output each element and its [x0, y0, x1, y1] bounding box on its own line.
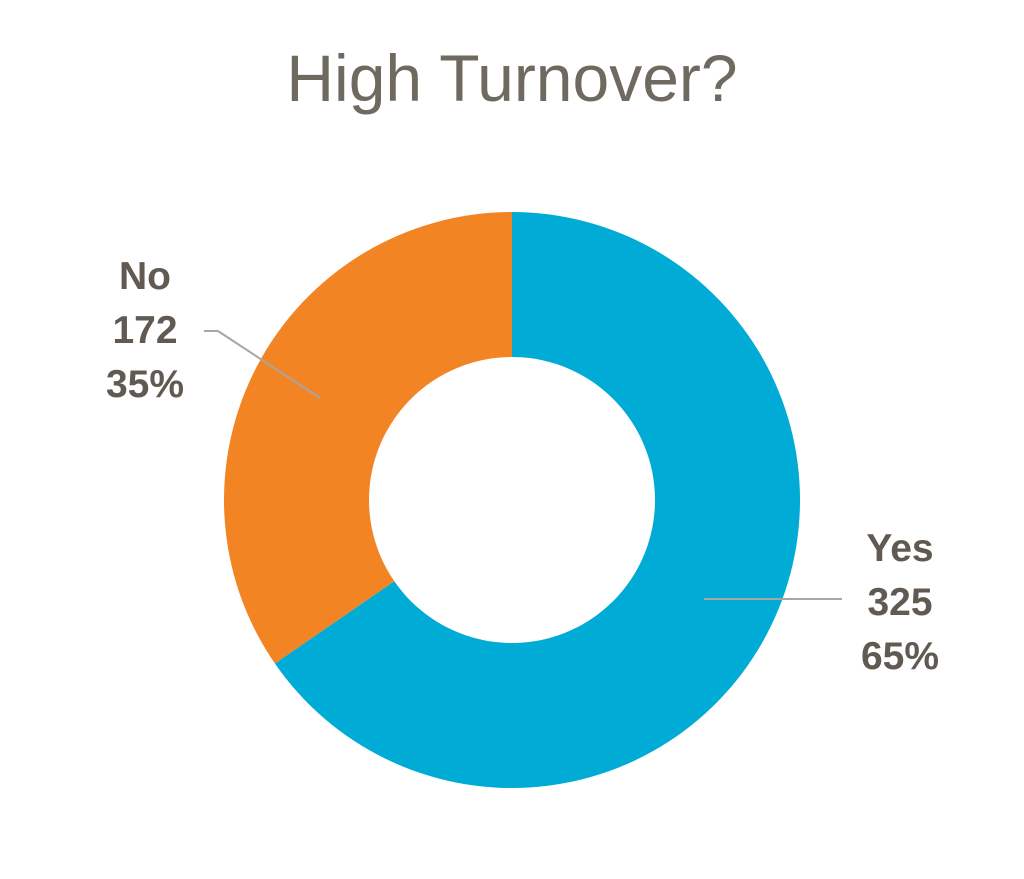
data-label-yes-value: 325 — [867, 581, 933, 624]
data-label-yes-name: Yes — [866, 527, 934, 570]
slice-yes — [274, 212, 800, 788]
data-label-no-value: 172 — [112, 309, 178, 352]
leader-line-no-diagonal — [217, 330, 321, 399]
data-label-no-percent: 35% — [105, 363, 185, 406]
chart-title: High Turnover? — [286, 41, 738, 115]
data-label-yes: Yes 325 65% — [842, 522, 958, 684]
slices — [224, 212, 800, 788]
data-label-no-name: No — [119, 255, 171, 298]
slice-no — [224, 212, 512, 664]
data-label-yes-percent: 65% — [860, 635, 940, 678]
data-label-no: No 172 35% — [90, 250, 200, 412]
